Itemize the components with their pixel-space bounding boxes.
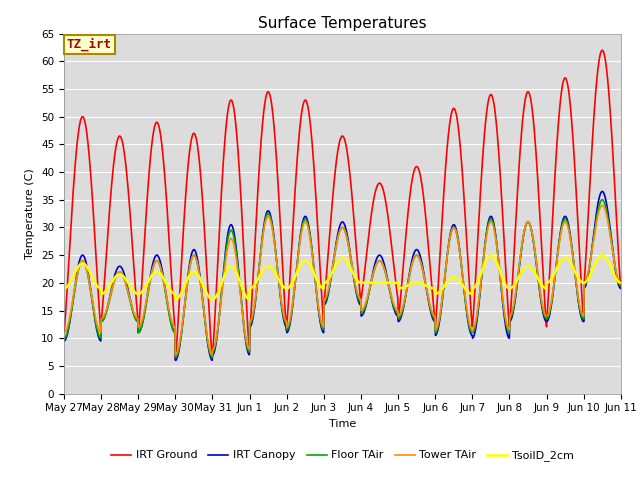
TsoilD_2cm bbox=[617, 280, 625, 286]
TsoilD_2cm bbox=[429, 285, 437, 291]
IRT Ground bbox=[172, 357, 179, 363]
IRT Canopy bbox=[502, 324, 509, 330]
IRT Canopy bbox=[170, 329, 178, 335]
Floor TAir bbox=[551, 273, 559, 279]
Y-axis label: Temperature (C): Temperature (C) bbox=[26, 168, 35, 259]
X-axis label: Time: Time bbox=[329, 419, 356, 429]
Line: Tower TAir: Tower TAir bbox=[64, 205, 621, 355]
IRT Canopy bbox=[429, 316, 437, 322]
Floor TAir bbox=[184, 275, 192, 280]
Floor TAir bbox=[170, 329, 178, 335]
IRT Canopy bbox=[172, 358, 179, 363]
Legend: IRT Ground, IRT Canopy, Floor TAir, Tower TAir, TsoilD_2cm: IRT Ground, IRT Canopy, Floor TAir, Towe… bbox=[107, 446, 578, 466]
Floor TAir bbox=[60, 336, 68, 341]
Line: TsoilD_2cm: TsoilD_2cm bbox=[64, 255, 621, 300]
IRT Ground bbox=[551, 172, 559, 178]
TsoilD_2cm bbox=[246, 286, 254, 291]
IRT Ground bbox=[617, 286, 625, 291]
Floor TAir bbox=[246, 321, 254, 326]
Floor TAir bbox=[502, 320, 509, 325]
TsoilD_2cm bbox=[172, 297, 179, 302]
Line: IRT Canopy: IRT Canopy bbox=[64, 192, 621, 360]
IRT Canopy bbox=[598, 189, 606, 194]
Tower TAir bbox=[598, 203, 606, 208]
IRT Ground bbox=[60, 330, 68, 336]
Tower TAir bbox=[502, 317, 509, 323]
Title: Surface Temperatures: Surface Temperatures bbox=[258, 16, 427, 31]
Floor TAir bbox=[429, 314, 437, 320]
Tower TAir bbox=[246, 318, 254, 324]
Tower TAir bbox=[184, 274, 192, 279]
TsoilD_2cm bbox=[60, 286, 68, 291]
TsoilD_2cm bbox=[184, 275, 192, 281]
Floor TAir bbox=[598, 197, 606, 203]
Tower TAir bbox=[170, 324, 178, 329]
Line: IRT Ground: IRT Ground bbox=[64, 50, 621, 360]
Tower TAir bbox=[429, 312, 437, 317]
Tower TAir bbox=[60, 330, 68, 336]
IRT Ground bbox=[184, 161, 192, 167]
IRT Ground bbox=[246, 319, 254, 324]
Line: Floor TAir: Floor TAir bbox=[64, 200, 621, 358]
TsoilD_2cm bbox=[502, 283, 509, 288]
IRT Ground bbox=[502, 270, 509, 276]
TsoilD_2cm bbox=[551, 269, 559, 275]
TsoilD_2cm bbox=[170, 291, 178, 297]
TsoilD_2cm bbox=[598, 252, 606, 258]
IRT Canopy bbox=[551, 274, 559, 279]
IRT Ground bbox=[170, 318, 178, 324]
Floor TAir bbox=[617, 283, 625, 288]
Tower TAir bbox=[617, 280, 625, 286]
IRT Canopy bbox=[617, 286, 625, 291]
IRT Canopy bbox=[246, 324, 254, 329]
Text: TZ_irt: TZ_irt bbox=[67, 38, 112, 51]
IRT Ground bbox=[598, 48, 606, 53]
Tower TAir bbox=[172, 352, 179, 358]
IRT Canopy bbox=[184, 271, 192, 276]
Tower TAir bbox=[551, 273, 559, 278]
IRT Ground bbox=[429, 300, 437, 305]
Floor TAir bbox=[172, 355, 179, 360]
IRT Canopy bbox=[60, 338, 68, 344]
